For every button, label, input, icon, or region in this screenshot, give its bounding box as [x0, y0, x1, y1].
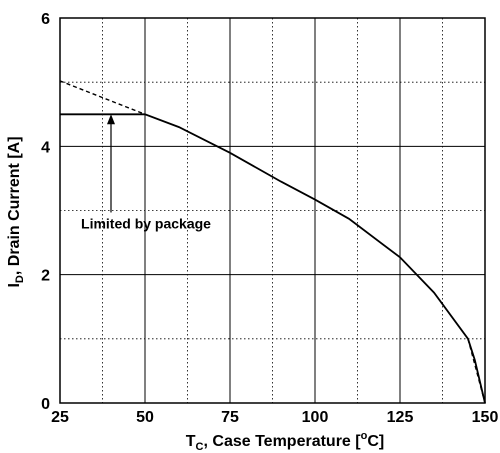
y-tick-label: 6 — [41, 11, 50, 28]
y-axis-label: ID, Drain Current [A] — [6, 136, 26, 287]
plot-frame — [59, 17, 486, 404]
x-tick-label: 75 — [221, 409, 239, 426]
y-tick-label: 4 — [41, 139, 50, 156]
y-tick-labels: 0 2 4 6 — [41, 11, 50, 413]
y-tick-label: 0 — [41, 396, 50, 413]
annotation-label: Limited by package — [81, 215, 211, 231]
x-axis-label: TC, Case Temperature [oC] — [186, 430, 384, 453]
annotation-arrow-head — [107, 114, 115, 125]
x-tick-label: 50 — [136, 409, 154, 426]
series-layer — [59, 80, 486, 404]
grid — [60, 18, 485, 403]
x-tick-label: 150 — [472, 409, 499, 426]
x-tick-label: 100 — [302, 409, 329, 426]
annotation-layer: Limited by package — [81, 114, 211, 231]
x-tick-label: 125 — [387, 409, 414, 426]
x-tick-label: 25 — [51, 409, 69, 426]
x-tick-labels: 25 50 75 100 125 150 — [51, 409, 498, 426]
y-tick-label: 2 — [41, 268, 50, 285]
series-line-dashed-1 — [59, 80, 146, 115]
